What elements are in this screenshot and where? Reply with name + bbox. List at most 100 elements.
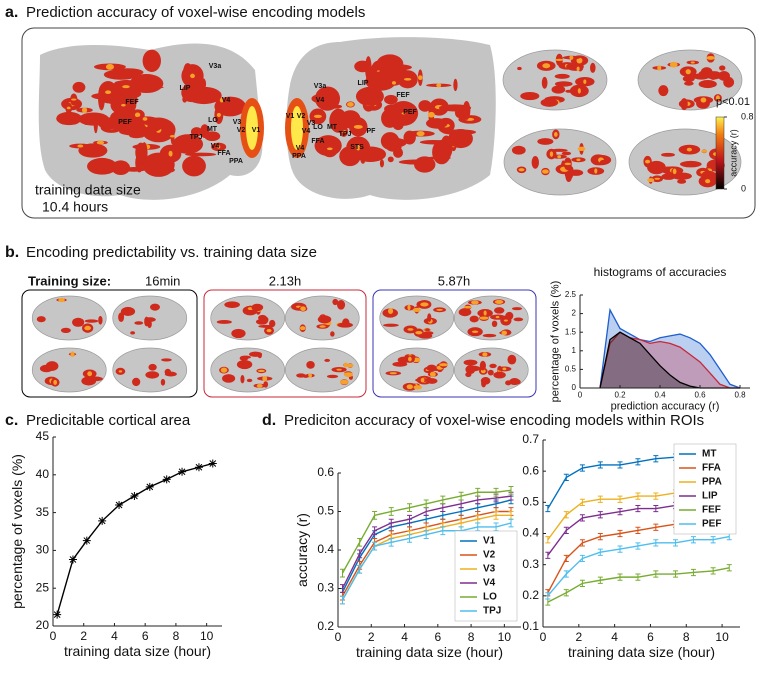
- activation: [118, 370, 123, 373]
- brain-maps: [31, 49, 743, 393]
- activation: [493, 307, 505, 314]
- y-tick-label: 0.1: [522, 619, 539, 633]
- activation: [418, 100, 432, 112]
- activation: [344, 372, 353, 378]
- activation: [507, 354, 517, 365]
- x-tick-label: 10: [200, 629, 214, 643]
- activation: [332, 298, 339, 306]
- error-bar: [710, 567, 716, 575]
- roi-label: LIP: [358, 80, 369, 87]
- activation: [549, 151, 554, 157]
- activation: [56, 111, 82, 126]
- roi-label: V3a: [314, 83, 327, 90]
- activation: [77, 144, 84, 148]
- activation: [98, 315, 103, 325]
- activation: [53, 379, 58, 385]
- activation: [387, 156, 394, 163]
- activation: [186, 86, 222, 105]
- legend-label: FFA: [702, 463, 721, 474]
- roi-label: V4: [222, 97, 231, 104]
- roi-label: V3: [307, 120, 316, 127]
- training-label: Training size:: [28, 273, 111, 288]
- activation: [300, 306, 306, 312]
- roi-label: V2: [297, 113, 306, 120]
- activation: [122, 85, 130, 89]
- error-bar: [458, 491, 464, 501]
- error-bar: [579, 464, 585, 472]
- activation: [425, 328, 430, 332]
- size-box: [21, 289, 198, 398]
- error-bar: [372, 541, 378, 551]
- activation: [599, 159, 608, 165]
- activation: [313, 114, 322, 118]
- activation: [407, 328, 414, 331]
- error-bar: [407, 514, 413, 524]
- error-bar: [357, 549, 363, 559]
- activation: [142, 49, 161, 72]
- x-tick-label: 6: [647, 630, 654, 644]
- activation: [329, 104, 343, 109]
- error-bar: [597, 461, 603, 469]
- activation: [463, 359, 478, 366]
- error-bar: [493, 487, 499, 497]
- activation: [494, 299, 504, 304]
- x-tick-label: 4: [611, 630, 618, 644]
- chart-title: histograms of accuracies: [594, 265, 727, 279]
- y-axis-label: percentage of voxels (%): [550, 281, 562, 403]
- activation: [412, 307, 421, 312]
- error-bar: [617, 573, 623, 581]
- error-bar: [388, 537, 394, 547]
- x-tick-label: 4: [401, 630, 408, 644]
- activation: [706, 55, 716, 60]
- activation: [216, 112, 221, 118]
- roi-label: TPJ: [190, 134, 203, 141]
- error-bar: [597, 576, 603, 584]
- roi-label: V4: [316, 97, 325, 104]
- error-bar: [617, 461, 623, 469]
- activation: [302, 374, 309, 378]
- activation: [257, 352, 262, 359]
- activation: [246, 378, 253, 383]
- error-bar: [673, 570, 679, 578]
- activation: [255, 318, 268, 325]
- activation: [72, 81, 86, 93]
- y-tick-label: 0.2: [317, 619, 334, 633]
- activation: [489, 363, 497, 369]
- x-tick-label: 0: [335, 630, 342, 644]
- y-tick-label: 0.6: [522, 463, 539, 477]
- panel-label: d.: [262, 412, 276, 429]
- roi-label: PPA: [292, 153, 306, 160]
- activation: [347, 102, 354, 107]
- activation: [493, 371, 506, 379]
- activation: [432, 139, 452, 165]
- size-box: [203, 289, 367, 398]
- activation: [436, 83, 442, 88]
- area: [600, 332, 740, 388]
- activation: [684, 81, 694, 86]
- panel-title: Prediciton accuracy of voxel-wise encodi…: [284, 412, 704, 429]
- activation: [669, 61, 678, 68]
- activation: [142, 117, 148, 121]
- activation: [645, 159, 651, 164]
- marker: [178, 467, 187, 476]
- x-tick-label: 2: [575, 630, 582, 644]
- activation: [705, 179, 711, 184]
- line: [547, 567, 730, 603]
- y-tick-label: 0.6: [317, 465, 334, 479]
- marker: [115, 501, 124, 510]
- legend-label: LO: [483, 592, 497, 603]
- activation: [306, 361, 315, 369]
- activation: [554, 73, 570, 79]
- activation: [105, 63, 114, 70]
- activation: [350, 150, 362, 156]
- activation: [369, 66, 377, 87]
- error-bar: [493, 511, 499, 520]
- error-bar: [653, 504, 659, 513]
- marker: [130, 491, 139, 500]
- activation: [590, 62, 596, 73]
- error-bar: [690, 568, 696, 577]
- activation: [311, 93, 333, 104]
- y-tick-label: 0.5: [317, 504, 334, 518]
- activation: [453, 78, 458, 92]
